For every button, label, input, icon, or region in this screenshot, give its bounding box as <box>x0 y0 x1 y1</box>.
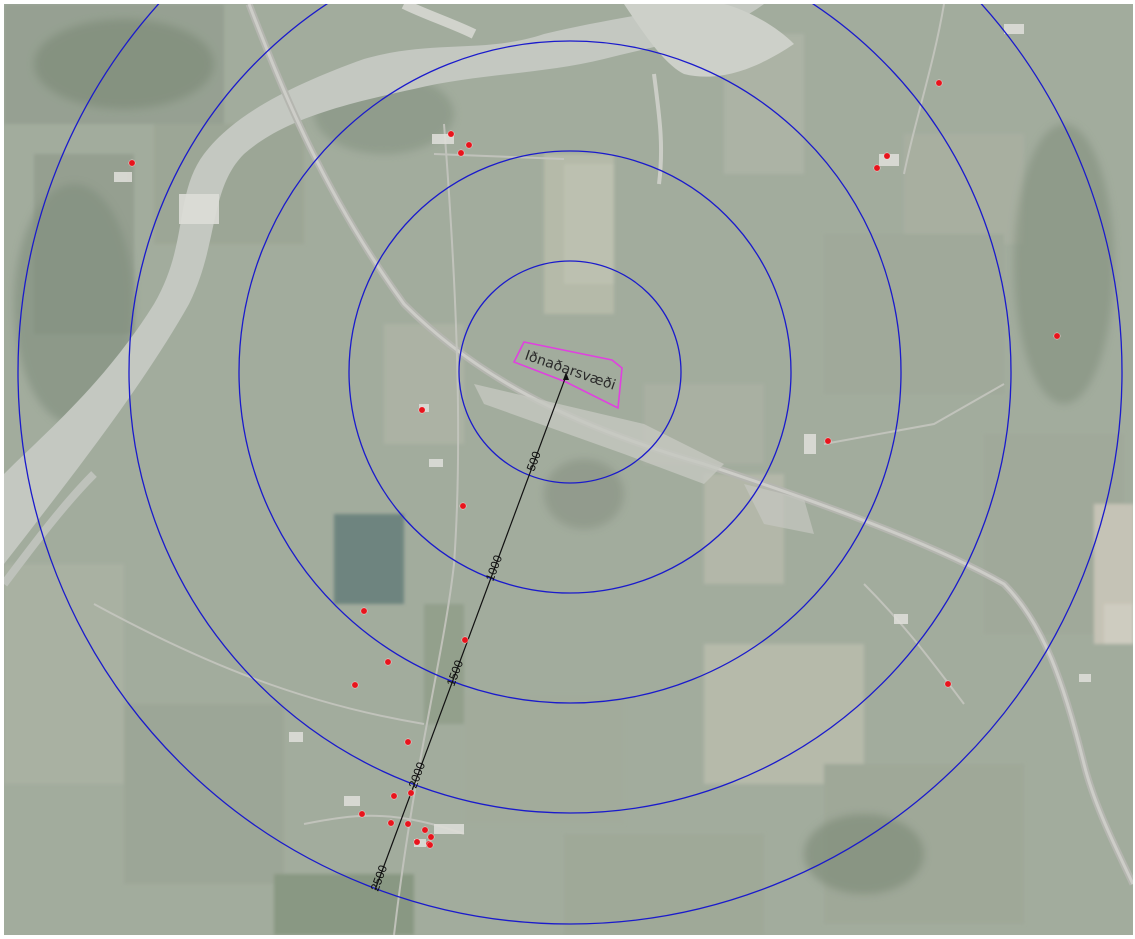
scale-arrow-icon <box>563 372 569 380</box>
river <box>4 4 794 587</box>
ring-2000m <box>128 4 1012 814</box>
industrial-area-polygon[interactable] <box>512 341 623 410</box>
residence-marker[interactable] <box>407 789 415 797</box>
residence-marker[interactable] <box>461 636 469 644</box>
minor-roads <box>93 4 1005 935</box>
residence-marker[interactable] <box>128 159 136 167</box>
residence-marker[interactable] <box>873 164 881 172</box>
residence-marker[interactable] <box>1053 332 1061 340</box>
ring-1000m <box>348 150 792 594</box>
field-patches <box>4 4 1133 935</box>
vegetation <box>14 19 1114 894</box>
residence-marker[interactable] <box>426 841 434 849</box>
residence-marker[interactable] <box>824 437 832 445</box>
residence-marker[interactable] <box>384 658 392 666</box>
map-view[interactable]: Iðnaðarsvæði 500 1000 1500 2000 2500 <box>4 4 1133 935</box>
aerial-map[interactable]: Iðnaðarsvæði 500 1000 1500 2000 2500 <box>4 4 1133 935</box>
residence-markers <box>128 79 1061 849</box>
distance-scale: 500 1000 1500 2000 2500 <box>368 372 569 893</box>
residence-marker[interactable] <box>358 810 366 818</box>
scale-line <box>374 375 567 891</box>
residence-marker[interactable] <box>404 820 412 828</box>
residence-marker[interactable] <box>421 826 429 834</box>
ring-500m <box>458 260 682 484</box>
residence-marker[interactable] <box>883 152 891 160</box>
residence-marker[interactable] <box>465 141 473 149</box>
residence-marker[interactable] <box>418 406 426 414</box>
residence-marker[interactable] <box>457 149 465 157</box>
residence-marker[interactable] <box>427 833 435 841</box>
residence-marker[interactable] <box>935 79 943 87</box>
scale-label-500: 500 <box>524 449 544 473</box>
residence-marker[interactable] <box>390 792 398 800</box>
residence-marker[interactable] <box>413 838 421 846</box>
haze-overlay <box>4 4 1133 935</box>
residence-marker[interactable] <box>944 680 952 688</box>
ring-1500m <box>238 40 902 704</box>
residence-marker[interactable] <box>387 819 395 827</box>
highway <box>245 4 1133 886</box>
ring-2500m <box>17 4 1123 925</box>
residence-marker[interactable] <box>447 130 455 138</box>
residence-marker[interactable] <box>360 607 368 615</box>
residence-marker[interactable] <box>351 681 359 689</box>
buffer-rings <box>17 4 1123 925</box>
farm-buildings <box>114 24 1091 847</box>
residence-marker[interactable] <box>459 502 467 510</box>
residence-marker[interactable] <box>404 738 412 746</box>
